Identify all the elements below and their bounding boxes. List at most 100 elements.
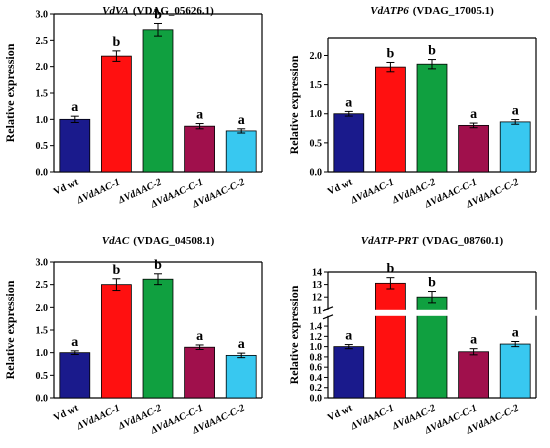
significance-label: a [238,337,245,352]
title-id: (VDAG_08760.1) [422,235,503,247]
axis-break-mark [322,314,334,320]
bar-4 [184,125,215,173]
category-label: ΔVdAAC-1 [348,403,396,433]
category-label: Vd wt [326,176,355,197]
bar-2 [375,282,406,399]
bar-1 [333,113,365,173]
y-tick-label: 0.5 [36,141,49,152]
y-tick-label: 2.0 [36,303,49,314]
bar-3 [416,63,448,173]
chart-panel-4: VdATP-PRT (VDAG_08760.1) Relative expressi… [287,235,540,437]
chart-title: VdAC (VDAG_04508.1) [102,235,215,247]
significance-label: a [196,329,203,344]
y-tick-label: 11 [313,305,322,316]
bar-4 [458,351,489,399]
bar-1 [59,118,91,173]
significance-label: a [238,113,245,128]
y-axis-label: Relative expression [287,55,301,154]
bar-2 [375,66,406,173]
y-axis-label: Relative expression [287,285,301,384]
significance-label: a [512,104,519,119]
significance-label: b [428,44,436,59]
y-tick-label: 1.5 [310,80,323,91]
y-tick-label: 0.8 [310,352,323,363]
title-gene: VdVA [102,5,129,17]
significance-label: b [113,35,121,50]
y-tick-label: 1.5 [36,89,49,100]
bar-5 [499,343,531,399]
category-label: Vd wt [326,402,355,423]
y-tick-label: 1.5 [36,326,49,337]
chart-panel-2: VdATP6 (VDAG_17005.1) Relative expression 0… [287,5,537,211]
bar-1 [59,352,91,399]
significance-label: b [387,262,395,277]
y-tick-label: 1.0 [310,342,323,353]
chart-title: VdATP-PRT (VDAG_08760.1) [361,235,504,247]
bar-4 [458,124,489,173]
axis-break-mark [322,306,334,312]
significance-label: a [196,108,203,123]
bar-5 [225,130,257,173]
y-tick-label: 1.2 [310,332,323,343]
y-tick-label: 1.0 [36,115,49,126]
significance-label: a [470,107,477,122]
y-tick-label: 1.0 [36,348,49,359]
y-tick-label: 0.0 [36,394,49,405]
category-label: Vd wt [52,176,81,197]
category-label: Vd wt [52,402,81,423]
y-axis-label: Relative expression [3,43,17,142]
y-tick-label: 2.0 [36,62,49,73]
y-tick-label: 13 [312,280,322,291]
y-tick-label: 0.5 [310,138,323,149]
significance-label: a [71,335,78,350]
y-tick-label: 2.5 [36,280,49,291]
significance-label: b [387,46,395,61]
y-tick-label: 0.4 [310,373,323,384]
chart-panel-3: VdAC (VDAG_04508.1) Relative expression 0.0… [3,235,263,437]
significance-label: a [345,329,352,344]
chart-title: VdATP6 (VDAG_17005.1) [370,5,494,17]
title-id: (VDAG_04508.1) [133,235,214,247]
y-tick-label: 0.0 [36,168,49,179]
y-tick-label: 3.0 [36,258,49,269]
bar-2 [101,284,132,399]
y-tick-label: 1.0 [310,109,323,120]
significance-label: b [428,276,436,291]
title-gene: VdATP6 [370,5,409,17]
category-label: ΔVdAAC-1 [74,177,122,207]
y-tick-label: 14 [312,268,322,279]
y-tick-label: 0.5 [36,371,49,382]
title-id: (VDAG_17005.1) [413,5,494,17]
y-tick-label: 0.2 [310,383,323,394]
y-tick-label: 0.0 [310,394,323,405]
category-label: ΔVdAAC-1 [348,177,396,207]
y-tick-label: 1.4 [310,322,323,333]
y-tick-label: 0.0 [310,168,323,179]
y-axis-label: Relative expression [3,280,17,379]
y-tick-label: 12 [312,293,322,304]
bar-1 [333,346,365,399]
significance-label: a [512,325,519,340]
y-tick-label: 2.0 [310,51,323,62]
category-label: ΔVdAAC-1 [74,403,122,433]
title-id: (VDAG_05626.1) [133,5,214,17]
significance-label: a [71,100,78,115]
chart-panel-1: VdVA (VDAG_05626.1) Relative expression 0.0… [3,5,263,211]
bar-3 [142,29,174,173]
bar-4 [184,346,215,399]
significance-label: a [470,333,477,348]
significance-label: b [154,258,162,273]
bar-5 [225,354,257,399]
axis-break-gap [322,309,540,316]
y-tick-label: 0.6 [310,363,323,374]
y-tick-label: 2.5 [36,36,49,47]
significance-label: b [113,263,121,278]
bar-5 [499,121,531,173]
bar-3 [142,278,174,399]
title-gene: VdAC [102,235,130,247]
bar-2 [101,55,132,173]
title-gene: VdATP-PRT [361,235,420,247]
y-tick-label: 3.0 [36,10,49,21]
significance-label: a [345,95,352,110]
